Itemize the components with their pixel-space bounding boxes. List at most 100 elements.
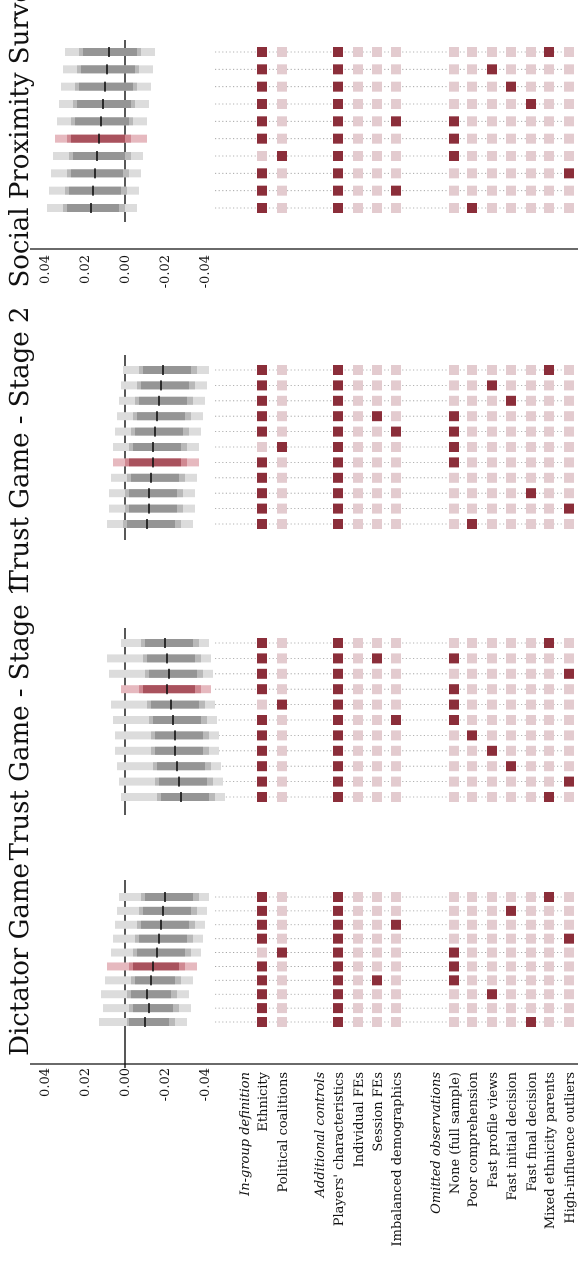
indicator-imbal (391, 151, 401, 161)
ci90-bar (137, 412, 185, 421)
indicator-players (333, 638, 343, 648)
ci90-bar (143, 366, 191, 374)
indicator-mixed (544, 365, 554, 375)
indicator-mixed (544, 745, 554, 756)
indicator-political (277, 745, 287, 756)
indicator-fastinit (506, 975, 516, 986)
spec-row (105, 975, 575, 986)
indicator-fastinit (506, 365, 516, 375)
indicator-outliers (564, 426, 574, 437)
indicator-imbal (391, 503, 401, 514)
indicator-imbal (391, 185, 401, 196)
indicator-fastinit (506, 1003, 516, 1014)
indicator-ethnicity (257, 715, 267, 725)
indicator-sessfe (372, 488, 382, 499)
indicator-political (277, 989, 287, 1000)
spec-row (109, 488, 575, 499)
indicator-poor (467, 684, 477, 695)
indicator-indfe (353, 792, 363, 802)
indicator-ethnicity (257, 933, 267, 944)
indicator-imbal (391, 761, 401, 772)
indicator-fastfinal (526, 133, 536, 144)
indicator-fastinit (506, 151, 516, 161)
indicator-political (277, 653, 287, 664)
spec-row (107, 653, 575, 664)
spec-row (109, 668, 575, 679)
indicator-outliers (564, 653, 574, 664)
indicator-poor (467, 947, 477, 958)
indicator-fastfinal (526, 168, 536, 179)
indicator-fastfinal (526, 426, 536, 437)
indicator-indfe (353, 745, 363, 756)
spec-row (121, 684, 575, 695)
panel-1: Dictator Game (5, 863, 575, 1068)
indicator-none (449, 442, 459, 452)
indicator-mixed (544, 715, 554, 725)
ci90-bar (133, 443, 181, 451)
indicator-political (277, 168, 287, 179)
indicator-fastview (487, 933, 497, 944)
indicator-ethnicity (257, 989, 267, 1000)
indicator-imbal (391, 1003, 401, 1014)
indicator-fastfinal (526, 185, 536, 196)
indicator-mixed (544, 730, 554, 741)
indicator-mixed (544, 975, 554, 986)
indicator-poor (467, 933, 477, 944)
indicator-fastview (487, 699, 497, 710)
indicator-poor (467, 761, 477, 772)
ci90-bar (147, 654, 195, 663)
indicator-sessfe (372, 892, 382, 902)
indicator-fastfinal (526, 699, 536, 710)
indicator-ethnicity (257, 81, 267, 92)
indicator-fastfinal (526, 116, 536, 127)
spec-row (107, 519, 575, 529)
indicator-players (333, 99, 343, 109)
indicator-fastinit (506, 638, 516, 648)
indicator-none (449, 47, 459, 57)
indicator-outliers (564, 892, 574, 902)
tick-label: -0.04 (198, 1068, 213, 1101)
ci90-bar (159, 777, 207, 786)
indicator-imbal (391, 961, 401, 972)
indicator-fastinit (506, 168, 516, 179)
indicator-fastview (487, 64, 497, 75)
ci90-bar (67, 204, 119, 212)
spec-row (117, 905, 575, 916)
indicator-fastview (487, 395, 497, 406)
ci90-bar (81, 65, 135, 74)
indicator-fastview (487, 47, 497, 57)
indicator-ethnicity (257, 653, 267, 664)
indicator-ethnicity (257, 919, 267, 930)
indicator-fastfinal (526, 638, 536, 648)
indicator-indfe (353, 975, 363, 986)
ci90-bar (71, 169, 123, 178)
indicator-fastview (487, 203, 497, 213)
indicator-indfe (353, 47, 363, 57)
indicator-imbal (391, 99, 401, 109)
indicator-poor (467, 919, 477, 930)
indicator-indfe (353, 133, 363, 144)
indicator-outliers (564, 503, 574, 514)
row-label: Poor comprehension (466, 1071, 481, 1207)
indicator-none (449, 81, 459, 92)
indicator-players (333, 730, 343, 741)
indicator-mixed (544, 776, 554, 787)
indicator-none (449, 503, 459, 514)
row-label: Imbalanced demographics (390, 1072, 405, 1247)
indicator-outliers (564, 133, 574, 144)
ci90-bar (129, 504, 177, 513)
indicator-imbal (391, 411, 401, 422)
indicator-fastinit (506, 684, 516, 695)
spec-row (111, 699, 575, 710)
indicator-none (449, 653, 459, 664)
indicator-mixed (544, 892, 554, 902)
indicator-poor (467, 975, 477, 986)
indicator-indfe (353, 380, 363, 391)
indicator-political (277, 933, 287, 944)
indicator-none (449, 975, 459, 986)
indicator-outliers (564, 730, 574, 741)
indicator-fastfinal (526, 933, 536, 944)
indicator-sessfe (372, 81, 382, 92)
indicator-fastfinal (526, 947, 536, 958)
indicator-none (449, 457, 459, 468)
